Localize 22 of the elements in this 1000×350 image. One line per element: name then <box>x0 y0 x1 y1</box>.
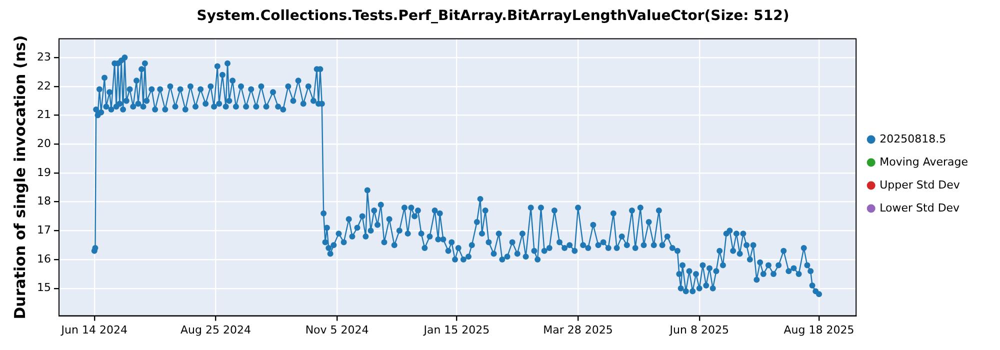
y-axis-title: Duration of single invocation (ns) <box>10 35 29 320</box>
y-tick-label: 18 <box>36 194 51 208</box>
legend-label: Upper Std Dev <box>880 178 960 192</box>
legend-label: Lower Std Dev <box>880 201 960 214</box>
y-tick-label: 22 <box>36 79 51 92</box>
x-tick-label: Jun 8 2025 <box>668 323 729 336</box>
y-tick-label: 15 <box>36 281 51 294</box>
x-tick-label: Jan 15 2025 <box>422 323 490 336</box>
legend-label: 20250818.5 <box>880 132 946 146</box>
legend-label: Moving Average <box>880 155 968 168</box>
y-tick-label: 21 <box>36 108 51 122</box>
x-tick-label: Aug 18 2025 <box>784 323 854 336</box>
y-tick-label: 23 <box>36 50 51 64</box>
y-tick-label: 19 <box>36 166 51 179</box>
x-tick-label: Aug 25 2024 <box>180 323 251 336</box>
y-tick-label: 16 <box>36 252 51 266</box>
chart-title: System.Collections.Tests.Perf_BitArray.BitArrayLengthValueCtor(Size: 512) <box>196 8 790 24</box>
y-tick-label: 17 <box>36 224 51 237</box>
y-tick-label: 20 <box>36 136 51 150</box>
x-tick-label: Nov 5 2024 <box>305 323 369 336</box>
x-tick-label: Mar 28 2025 <box>543 323 613 336</box>
x-tick-label: Jun 14 2024 <box>60 323 128 336</box>
